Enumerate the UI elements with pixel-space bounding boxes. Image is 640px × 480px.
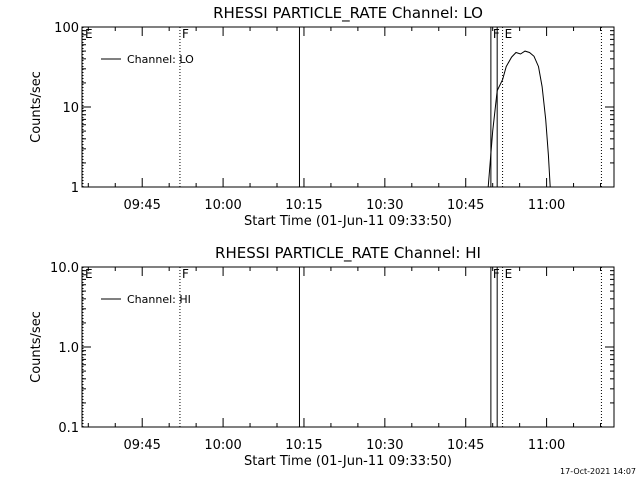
timestamp-label: 17-Oct-2021 14:07: [560, 467, 636, 476]
x-tick-label: 09:45: [123, 438, 160, 453]
y-tick-label: 100: [54, 21, 79, 36]
chart-title: RHESSI PARTICLE_RATE Channel: HI: [215, 244, 481, 263]
event-marker-label: F: [493, 267, 500, 281]
x-tick-label: 10:45: [447, 438, 484, 453]
y-tick-label: 1: [71, 181, 79, 196]
x-tick-label: 10:15: [285, 198, 322, 213]
y-tick-label: 1.0: [58, 341, 79, 356]
event-marker-label: F: [493, 27, 500, 41]
event-marker-label: E: [505, 267, 513, 281]
x-tick-label: 11:00: [528, 198, 565, 213]
event-marker-label: E: [505, 27, 513, 41]
x-tick-label: 09:45: [123, 198, 160, 213]
x-tick-label: 10:45: [447, 198, 484, 213]
y-axis-label: Counts/sec: [29, 71, 44, 143]
x-axis-label: Start Time (01-Jun-11 09:33:50): [244, 454, 452, 469]
x-tick-label: 10:00: [204, 198, 241, 213]
x-axis-label: Start Time (01-Jun-11 09:33:50): [244, 214, 452, 229]
x-tick-label: 10:30: [366, 198, 403, 213]
y-tick-label: 10.0: [50, 261, 79, 276]
x-tick-label: 10:00: [204, 438, 241, 453]
event-marker-label: F: [182, 267, 189, 281]
chart-panel-2: RHESSI PARTICLE_RATE Channel: HI 0.1 1.0 10…: [29, 244, 615, 469]
x-tick-label: 10:15: [285, 438, 322, 453]
x-tick-label: 10:30: [366, 438, 403, 453]
event-marker-label: E: [85, 267, 93, 281]
event-marker-label: E: [85, 27, 93, 41]
chart-panel-1: RHESSI PARTICLE_RATE Channel: LO 1 10 100 09…: [29, 4, 615, 229]
event-marker-label: F: [182, 27, 189, 41]
x-tick-label: 11:00: [528, 438, 565, 453]
y-tick-label: 10: [62, 101, 79, 116]
chart-title: RHESSI PARTICLE_RATE Channel: LO: [213, 4, 483, 23]
y-tick-label: 0.1: [58, 421, 79, 436]
legend-entry: Channel: HI: [127, 293, 191, 306]
y-axis-label: Counts/sec: [29, 311, 44, 383]
legend-entry: Channel: LO: [127, 53, 194, 66]
data-series-line: [487, 50, 551, 188]
